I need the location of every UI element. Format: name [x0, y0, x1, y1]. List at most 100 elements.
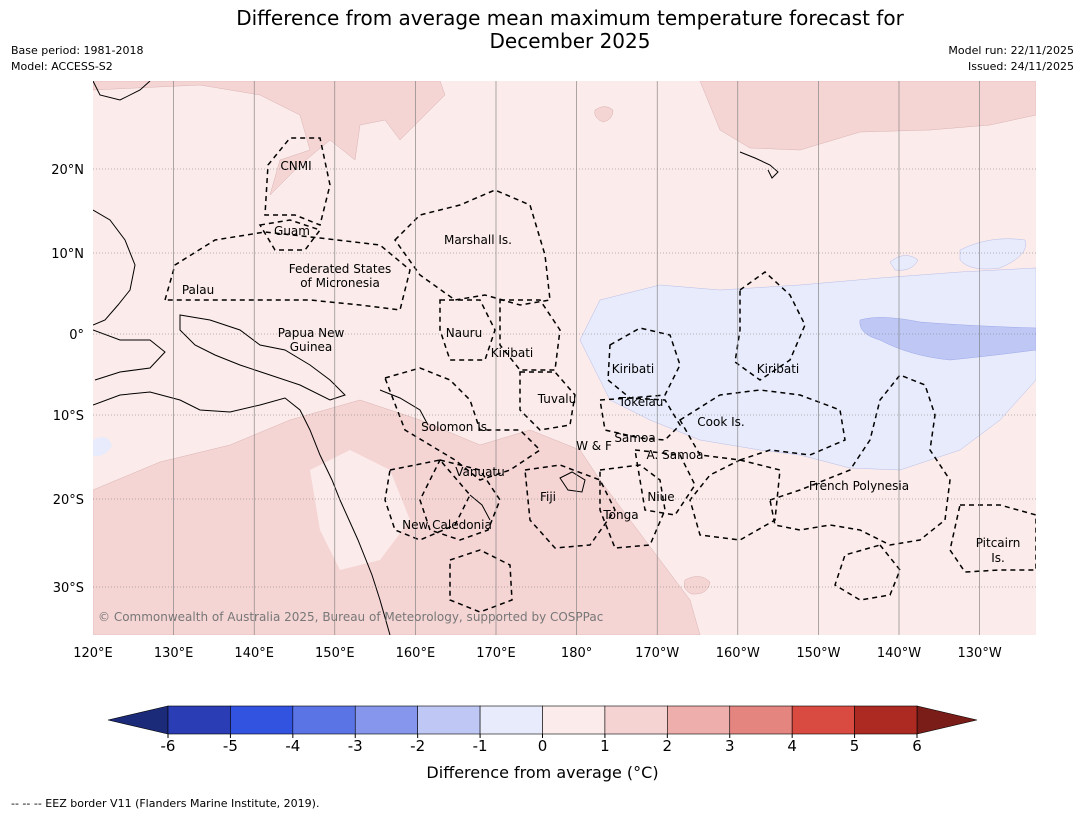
eez-legend: -- -- -- EEZ border V11 (Flanders Marine…	[11, 797, 319, 810]
eez-marshall	[394, 189, 551, 306]
meta-left: Base period: 1981-2018 Model: ACCESS-S2	[11, 43, 143, 75]
eez-kiribati-west	[499, 299, 561, 371]
longitude-tick-label: 150°W	[796, 646, 840, 661]
australia-coast	[93, 391, 391, 635]
colorbar-segment	[604, 705, 668, 735]
model-run: Model run: 22/11/2025	[948, 44, 1074, 57]
colorbar-tick-label: -4	[285, 737, 300, 755]
longitude-tick-label: 160°E	[396, 646, 436, 661]
longitude-ticks: 120°E 130°E 140°E 150°E 160°E 170°E 180° 170°W 1…	[73, 646, 1002, 661]
new-caledonia-coast	[469, 494, 491, 521]
eez-new-caledonia	[384, 459, 471, 541]
longitude-tick-label: 170°W	[635, 646, 679, 661]
eez-french-polynesia	[769, 374, 951, 546]
latitude-tick-label: 20°N	[51, 163, 84, 178]
eez-solomon	[384, 367, 542, 481]
colorbar-segment	[167, 705, 231, 735]
colorbar-tick-label: 6	[912, 737, 922, 755]
colorbar-segment	[729, 705, 793, 735]
colorbar-tick-label: 0	[538, 737, 548, 755]
longitude-tick-label: 170°E	[476, 646, 516, 661]
map-plot-area	[93, 81, 1036, 635]
warm-anomaly-island	[594, 106, 614, 123]
model-name: Model: ACCESS-S2	[11, 60, 113, 73]
copyright-notice: © Commonwealth of Australia 2025, Bureau…	[98, 610, 603, 624]
colorbar-tick-label: -3	[348, 737, 363, 755]
colorbar-title: Difference from average (°C)	[0, 763, 1085, 782]
colorbar: -6 -5 -4 -3 -2 -1 0 1 2 3 4 5 6	[107, 705, 978, 755]
colorbar-under-extension	[107, 705, 169, 735]
label-tokelau: Tokelau	[618, 395, 664, 409]
cool-anomaly-west	[93, 437, 112, 457]
label-wallis-futuna: W & F	[576, 439, 612, 453]
latitude-ticks: 20°N 10°N 0° 10°S 20°S 30°S	[51, 163, 84, 596]
region-labels: CNMI Guam Marshall Is. Palau Federated S…	[182, 159, 1020, 565]
label-nauru: Nauru	[446, 326, 482, 340]
warm-anomaly-islet	[684, 576, 711, 595]
longitude-tick-label: 130°W	[958, 646, 1002, 661]
longitude-tick-label: 160°W	[716, 646, 760, 661]
hawaii-coast	[739, 151, 779, 179]
eez-guam	[258, 219, 322, 251]
colorbar-tick-label: -6	[161, 737, 176, 755]
label-marshall: Marshall Is.	[444, 233, 512, 247]
base-period: Base period: 1981-2018	[11, 44, 144, 57]
eez-kiribati-central	[607, 327, 681, 399]
title-line-1: Difference from average mean maximum tem…	[236, 6, 904, 30]
eez-cook	[678, 389, 846, 461]
colorbar-tick-label: 4	[787, 737, 797, 755]
longitude-tick-label: 150°E	[315, 646, 355, 661]
colorbar-segment	[417, 705, 481, 735]
colorbar-segment	[667, 705, 731, 735]
label-american-samoa: A. Samoa	[647, 448, 704, 462]
label-micronesia-1: Federated States	[289, 262, 391, 276]
indonesia-coast	[93, 329, 166, 381]
colorbar-segment	[292, 705, 356, 735]
label-cnmi: CNMI	[280, 159, 311, 173]
colorbar-segment	[791, 705, 855, 735]
new-guinea-coast	[179, 314, 346, 401]
longitude-tick-label: 140°E	[234, 646, 274, 661]
label-fiji: Fiji	[540, 490, 556, 504]
latitude-tick-label: 20°S	[53, 493, 84, 508]
label-kiribati-central: Kiribati	[612, 362, 654, 376]
eez-vanuatu	[419, 459, 501, 541]
eez-micronesia	[164, 231, 411, 311]
eez-nauru	[439, 299, 496, 361]
cooler-anomaly-tongue	[859, 317, 1036, 361]
colorbar-tick-label: -1	[473, 737, 488, 755]
solomon-coast	[379, 389, 429, 426]
meta-right: Model run: 22/11/2025 Issued: 24/11/2025	[948, 43, 1074, 75]
gridlines	[93, 81, 1036, 635]
label-png-1: Papua New	[278, 326, 345, 340]
fiji-coast	[559, 471, 586, 493]
cool-anomaly-north	[959, 238, 1026, 270]
map-title: Difference from average mean maximum tem…	[0, 7, 1085, 53]
colorbar-tick-label: 5	[850, 737, 860, 755]
latitude-tick-label: 0°	[69, 328, 84, 343]
issued-date: Issued: 24/11/2025	[967, 60, 1074, 73]
longitude-tick-label: 130°E	[154, 646, 194, 661]
warm-anomaly-north-east	[699, 81, 1036, 151]
cool-anomaly-equatorial	[579, 267, 1036, 471]
label-pitcairn-1: Pitcairn	[976, 536, 1021, 550]
label-new-caledonia: New Caledonia	[402, 518, 492, 532]
label-cook: Cook Is.	[697, 415, 744, 429]
eez-tuvalu	[519, 371, 576, 431]
longitude-tick-label: 120°E	[73, 646, 113, 661]
eez-cook-south	[689, 459, 781, 541]
warm-anomaly-north-west	[93, 81, 446, 196]
label-guam: Guam	[274, 224, 310, 238]
colorbar-segment	[479, 705, 543, 735]
label-kiribati-west: Kiribati	[491, 346, 533, 360]
label-solomon: Solomon Is.	[421, 420, 491, 434]
colorbar-tick-label: -2	[410, 737, 425, 755]
label-palau: Palau	[182, 283, 214, 297]
label-tonga: Tonga	[602, 508, 638, 522]
colorbar-tick-label: -5	[223, 737, 238, 755]
colorbar-tick-label: 3	[725, 737, 735, 755]
label-png-2: Guinea	[290, 340, 333, 354]
label-pitcairn-2: Is.	[991, 551, 1005, 565]
eez-niue	[634, 449, 696, 516]
